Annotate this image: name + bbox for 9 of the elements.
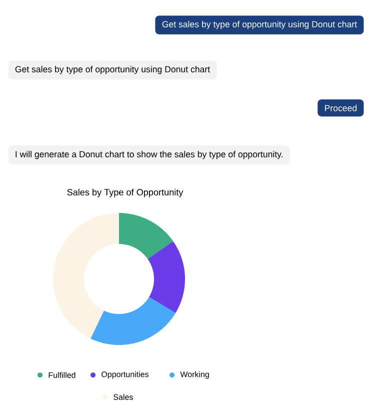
- text: Get sales by type of opportunity using Donut chart: [15, 66, 210, 74]
- text: Proceed: [325, 104, 356, 112]
- text: Get sales by type of opportunity using Donut chart: [162, 20, 357, 30]
- legend-label: Working: [180, 371, 209, 379]
- text: I will generate a Donut chart to show the sales by type of opportunity.: [16, 150, 282, 160]
- legend-label: Opportunities: [102, 371, 148, 379]
- legend-label: Fulfilled: [48, 372, 76, 378]
- legend-label: Sales: [114, 394, 133, 400]
- chart-title: Sales by Type of Opportunity: [67, 188, 184, 198]
